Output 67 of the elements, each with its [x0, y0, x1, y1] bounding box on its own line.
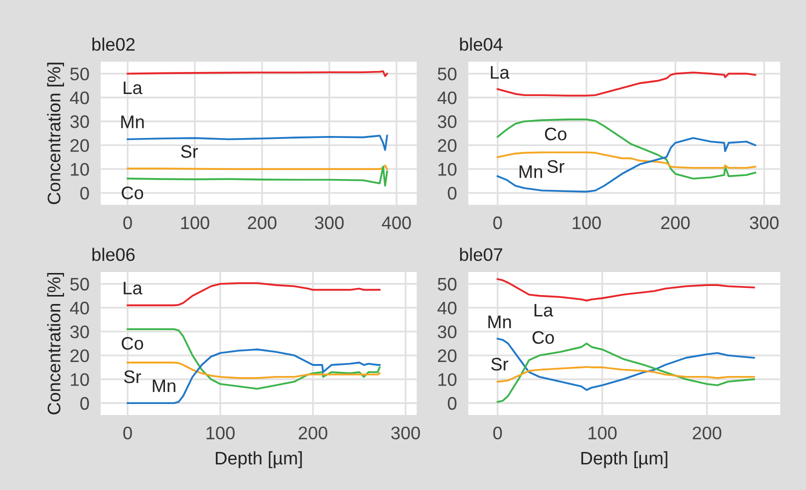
x-tick-label: 300 [391, 426, 420, 440]
x-axis-title: Depth [µm] [581, 451, 668, 468]
y-axis-title: Concentration [%] [47, 273, 64, 414]
y-tick-label: 40 [70, 302, 89, 314]
y-tick-label: 10 [70, 162, 89, 176]
y-tick-label: 10 [438, 162, 456, 176]
y-tick-label: 30 [70, 115, 89, 128]
x-tick-label: 200 [692, 426, 722, 440]
x-tick-label: 200 [661, 216, 690, 230]
x-tick-label: 200 [298, 426, 328, 440]
series-label: Co [122, 186, 144, 200]
y-tick-label: 50 [70, 68, 89, 80]
chart-title: ble07 [460, 248, 502, 262]
series-label: La [534, 304, 554, 317]
series-label: Co [532, 331, 554, 344]
series-label: La [490, 66, 510, 79]
series-label: Sr [547, 160, 564, 173]
y-tick-label: 20 [438, 349, 456, 362]
line-series [496, 118, 756, 180]
x-tick-label: 100 [181, 216, 210, 230]
y-tick-label: 30 [70, 326, 89, 338]
y-tick-label: 40 [70, 91, 89, 104]
y-tick-label: 0 [80, 397, 89, 410]
y-tick-label: 30 [438, 115, 456, 128]
series-label: Sr [181, 145, 198, 158]
y-tick-label: 0 [448, 186, 456, 200]
series-label: Co [545, 128, 566, 140]
y-tick-label: 40 [438, 302, 456, 314]
series-label: Co [122, 336, 144, 350]
y-tick-label: 10 [70, 373, 89, 386]
chart-title: ble04 [460, 38, 503, 51]
y-tick-label: 10 [438, 373, 456, 386]
x-tick-label: 100 [206, 426, 235, 440]
x-tick-label: 0 [493, 216, 502, 230]
y-tick-label: 30 [438, 326, 456, 338]
x-tick-label: 300 [750, 216, 779, 230]
y-tick-label: 50 [70, 278, 89, 291]
line-series [496, 278, 755, 302]
chart-title: ble02 [92, 38, 135, 51]
x-tick-label: 200 [248, 216, 276, 230]
x-axis-title: Depth [µm] [216, 451, 302, 468]
x-tick-label: 0 [493, 426, 502, 440]
line-series [126, 166, 388, 187]
y-tick-label: 40 [438, 91, 456, 104]
series-label: Mn [488, 316, 511, 328]
y-axis-title: Concentration [%] [47, 62, 64, 204]
x-tick-label: 300 [314, 216, 344, 230]
y-tick-label: 20 [70, 139, 89, 152]
series-label: Sr [491, 358, 508, 371]
y-tick-label: 50 [438, 68, 456, 80]
x-tick-label: 400 [382, 216, 411, 230]
chart-title: ble06 [92, 248, 135, 262]
y-tick-label: 50 [438, 278, 456, 291]
x-tick-label: 0 [123, 216, 132, 230]
y-tick-label: 0 [80, 186, 89, 200]
series-label: La [124, 82, 142, 94]
y-tick-label: 0 [448, 397, 456, 410]
y-tick-label: 20 [438, 139, 456, 152]
x-tick-label: 100 [588, 426, 617, 440]
x-tick-label: 0 [123, 426, 132, 440]
series-label: Mn [520, 165, 542, 178]
series-label: Sr [124, 370, 142, 384]
series-label: La [124, 282, 142, 294]
series-label: Mn [121, 116, 144, 128]
y-tick-label: 20 [70, 349, 89, 362]
x-tick-label: 100 [572, 216, 601, 230]
series-label: Mn [152, 380, 176, 392]
